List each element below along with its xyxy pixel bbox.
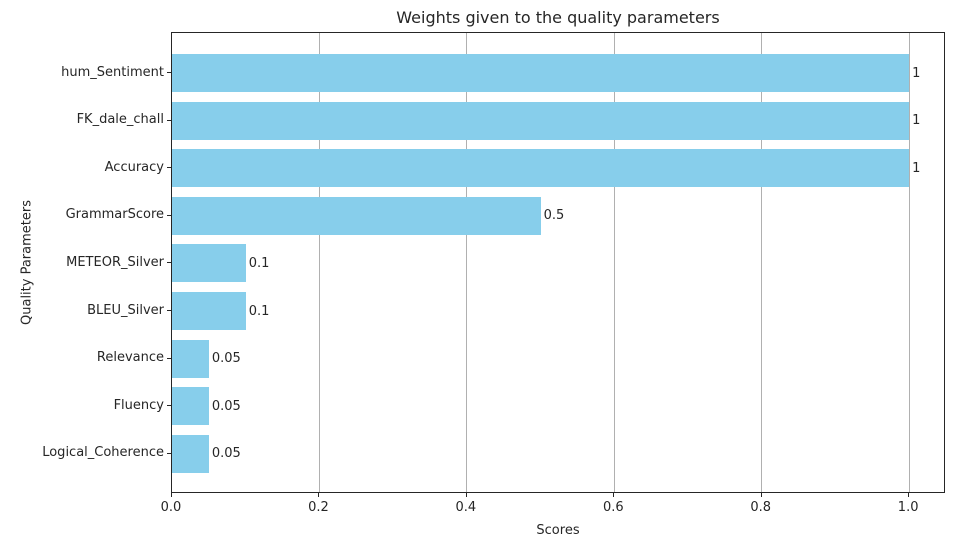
bar-Logical_Coherence [172, 434, 209, 473]
bar-value-label: 1 [912, 113, 921, 129]
bar-value-label: 0.5 [543, 208, 565, 224]
x-tick-label: 0.2 [308, 500, 329, 515]
bar-Relevance [172, 339, 209, 378]
y-tick-mark [167, 167, 171, 169]
y-tick-label: Accuracy [104, 159, 164, 175]
gridline [761, 33, 763, 492]
x-axis-label: Scores [536, 523, 580, 538]
bar-value-label: 0.05 [211, 398, 241, 414]
bar-Accuracy [172, 149, 910, 188]
y-tick-label: hum_Sentiment [61, 64, 164, 80]
x-tick-mark [760, 493, 762, 497]
bar-value-label: 0.05 [211, 446, 241, 462]
bar-GrammarScore [172, 196, 541, 235]
bar-FK_dale_chall [172, 101, 910, 140]
plot-area: 1 1 1 0.5 0.1 0.1 0.05 0.05 0.05 [171, 32, 945, 493]
gridline [318, 33, 320, 492]
x-tick-mark [613, 493, 615, 497]
bar-hum_Sentiment [172, 54, 910, 92]
y-tick-label: GrammarScore [65, 207, 164, 223]
y-tick-label: METEOR_Silver [66, 254, 164, 270]
y-axis-label: Quality Parameters [19, 200, 35, 325]
y-tick-mark [167, 72, 171, 73]
bar-value-label: 0.1 [248, 255, 270, 271]
bar-Fluency [172, 387, 209, 426]
y-tick-mark [167, 214, 171, 216]
x-tick-mark [465, 493, 467, 497]
x-tick-mark [318, 493, 320, 497]
gridline [466, 33, 468, 492]
y-tick-mark [167, 357, 171, 359]
x-tick-label: 0.4 [455, 500, 477, 515]
bar-BLEU_Silver [172, 292, 246, 331]
x-tick-label: 0.6 [602, 500, 624, 515]
x-tick-mark [908, 493, 910, 497]
y-tick-mark [167, 119, 171, 121]
y-tick-mark [167, 262, 171, 264]
bar-value-label: 1 [912, 65, 921, 81]
bar-value-label: 0.05 [211, 351, 241, 367]
y-tick-label: FK_dale_chall [76, 112, 164, 128]
bar-value-label: 1 [912, 160, 921, 176]
y-tick-mark [167, 452, 171, 454]
y-tick-label: Relevance [96, 350, 164, 366]
y-tick-label: Fluency [113, 397, 164, 413]
x-tick-mark [171, 493, 172, 497]
x-tick-label: 0.8 [750, 500, 772, 515]
y-tick-label: BLEU_Silver [87, 302, 164, 318]
x-tick-label: 1.0 [897, 500, 919, 515]
x-tick-label: 0.0 [160, 500, 182, 515]
y-tick-mark [167, 405, 171, 407]
bar-value-label: 0.1 [248, 303, 270, 319]
bar-METEOR_Silver [172, 244, 246, 283]
chart-title: Weights given to the quality parameters [396, 8, 720, 27]
gridline [613, 33, 615, 492]
y-tick-mark [167, 310, 171, 312]
gridline [908, 33, 910, 492]
y-tick-label: Logical_Coherence [42, 445, 164, 461]
